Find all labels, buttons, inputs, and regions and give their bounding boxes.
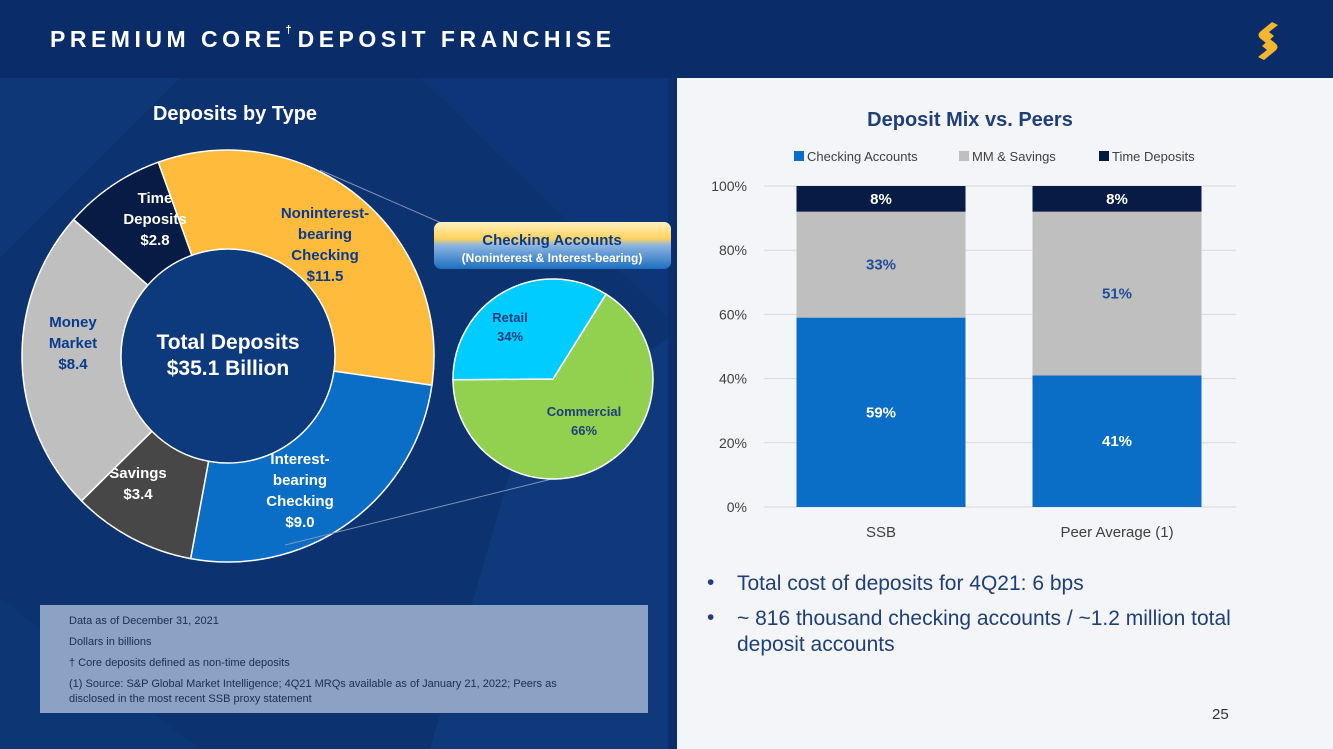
checking-banner — [434, 222, 671, 269]
x-category-label: SSB — [866, 524, 896, 541]
pie-slice-value: 34% — [497, 329, 523, 344]
donut-slice-value: $8.4 — [58, 356, 88, 373]
checking-pie-chart: Commercial 66% Retail 34% — [452, 278, 654, 480]
bullet-text: ~ 816 thousand checking accounts / ~1.2 … — [737, 607, 1231, 656]
title-dagger: † — [285, 24, 292, 36]
pie-slice-value: 66% — [571, 423, 597, 438]
bar-legend: Checking Accounts MM & Savings Time Deposi… — [794, 149, 1195, 164]
bar-data-label: 41% — [1102, 433, 1132, 450]
checking-pie-subtitle: (Noninterest & Interest-bearing) — [462, 251, 643, 265]
y-tick-label: 80% — [719, 242, 747, 258]
pie-slice-label: Commercial — [547, 404, 621, 419]
donut-slice-label: bearing — [273, 472, 327, 489]
right-panel — [677, 78, 1333, 749]
donut-slice-label: Noninterest- — [281, 205, 369, 222]
donut-slice-label: Deposits — [123, 211, 186, 228]
donut-slice-label: bearing — [298, 226, 352, 243]
bullet-text: Total cost of deposits for 4Q21: 6 bps — [737, 572, 1084, 595]
donut-chart: Noninterest-bearing Checking $11.5 Interest… — [21, 149, 435, 563]
donut-slice-label: Market — [49, 335, 97, 352]
y-tick-label: 40% — [719, 371, 747, 387]
footnote-box: Data as of December 31, 2021 Dollars in … — [40, 605, 648, 713]
legend-label: Time Deposits — [1112, 149, 1195, 164]
legend-swatch — [959, 151, 969, 161]
donut-slice-value: $9.0 — [285, 514, 314, 531]
donut-slice-label: Checking — [266, 493, 334, 510]
footnote-line: (1) Source: S&P Global Market Intelligen… — [69, 678, 557, 690]
bar-data-label: 8% — [870, 191, 892, 208]
checking-pie-title: Checking Accounts — [482, 232, 621, 249]
donut-slice-value: $11.5 — [307, 268, 344, 285]
donut-slice — [157, 149, 435, 387]
donut-hole — [122, 250, 334, 462]
donut-slice-label: Time — [138, 190, 173, 207]
donut-slice — [72, 161, 193, 287]
bar-chart: 59% 33% 8% SSB 41% 51% 8% Peer Average (1) — [796, 186, 1202, 541]
bar-segment — [1032, 186, 1202, 212]
donut-slice-label: Money — [49, 314, 97, 331]
donut-slice-label: Interest- — [270, 451, 329, 468]
footnote-line: disclosed in the most recent SSB proxy s… — [69, 693, 312, 705]
connector-line-bottom — [284, 476, 561, 546]
page-title: PREMIUM CORE† DEPOSIT FRANCHISE — [50, 24, 616, 52]
bar-data-label: 59% — [866, 404, 896, 421]
bar-data-label: 8% — [1106, 191, 1128, 208]
donut-center-line1: Total Deposits — [156, 331, 299, 354]
bullet-marker: • — [707, 571, 715, 594]
footnote-line: † Core deposits defined as non-time depo… — [69, 657, 290, 669]
donut-title: Deposits by Type — [153, 103, 317, 125]
bullet-marker: • — [707, 606, 715, 629]
page-number: 25 — [1212, 706, 1229, 723]
legend-swatch — [1099, 151, 1109, 161]
y-tick-label: 100% — [711, 178, 747, 194]
legend-label: MM & Savings — [972, 149, 1056, 164]
y-tick-label: 0% — [727, 499, 747, 515]
bar-data-label: 33% — [866, 257, 896, 274]
donut-slice-label: Checking — [291, 247, 359, 264]
footnote-line: Data as of December 31, 2021 — [69, 615, 219, 627]
pie-slice-label: Retail — [492, 310, 527, 325]
pie-slice — [452, 278, 608, 381]
y-tick-label: 60% — [719, 306, 747, 322]
bar-segment — [796, 186, 966, 212]
x-category-label: Peer Average (1) — [1060, 524, 1173, 541]
bar-chart-title: Deposit Mix vs. Peers — [867, 109, 1073, 131]
donut-slice-value: $3.4 — [123, 486, 153, 503]
y-tick-label: 20% — [719, 435, 747, 451]
bar-segment — [1032, 211, 1202, 376]
donut-slice-label: Savings — [109, 465, 167, 482]
donut-slice — [21, 218, 153, 502]
bar-segment — [796, 211, 966, 318]
bar-segment — [1032, 375, 1202, 507]
legend-swatch — [794, 151, 804, 161]
header-bar: PREMIUM CORE† DEPOSIT FRANCHISE — [0, 0, 1333, 78]
bar-segment — [796, 317, 966, 507]
connector-line-top — [319, 169, 463, 233]
legend-label: Checking Accounts — [807, 149, 918, 164]
pie-slice — [452, 293, 654, 480]
company-logo-icon — [1258, 22, 1278, 60]
donut-slice — [189, 370, 433, 563]
donut-center-line2: $35.1 Billion — [167, 357, 290, 380]
bar-data-label: 51% — [1102, 286, 1132, 303]
donut-slice-value: $2.8 — [140, 232, 169, 249]
footnote-line: Dollars in billions — [69, 636, 152, 648]
